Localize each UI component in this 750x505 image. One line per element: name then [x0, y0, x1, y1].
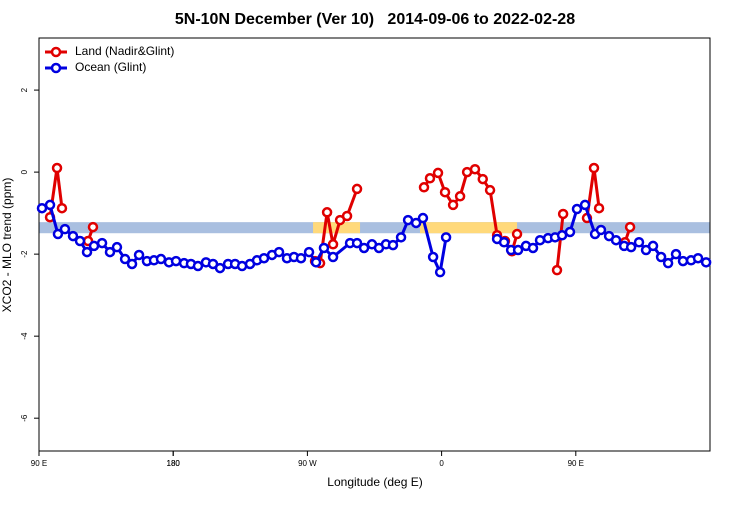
x-axis-label: Longitude (deg E) [327, 475, 422, 489]
data-point [258, 252, 270, 264]
y-tick-label: 2 [20, 87, 29, 92]
data-point [511, 228, 523, 240]
data-point [595, 224, 607, 236]
data-point [44, 199, 56, 211]
data-point [358, 242, 370, 254]
data-point [498, 236, 510, 248]
data-point [624, 221, 636, 233]
data-point [88, 240, 100, 252]
data-point [579, 199, 591, 211]
data-point [318, 242, 330, 254]
data-point [417, 212, 429, 224]
x-tick-label: 90 W [298, 459, 317, 468]
data-point [469, 163, 481, 175]
data-point [633, 236, 645, 248]
data-point [551, 264, 563, 276]
data-point [410, 217, 422, 229]
data-point [677, 255, 689, 267]
data-point [51, 162, 63, 174]
x-tick-label: 90 E [568, 459, 584, 468]
data-point [36, 202, 48, 214]
data-point [52, 228, 64, 240]
data-point [670, 248, 682, 260]
data-point [424, 173, 436, 184]
data-point [96, 237, 108, 249]
data-point [447, 199, 459, 211]
data-point [192, 260, 204, 272]
x-tick-label: 180 [167, 459, 181, 468]
data-point [625, 241, 637, 253]
data-point [571, 203, 583, 215]
data-point [454, 191, 466, 202]
data-point [662, 257, 674, 269]
data-point [588, 162, 600, 174]
data-point [402, 214, 414, 226]
data-point [87, 221, 99, 233]
y-tick-label: 0 [20, 169, 29, 174]
y-tick-label: -4 [20, 332, 29, 340]
ocean-band [39, 222, 710, 234]
data-point [527, 242, 539, 254]
legend-label: Ocean (Glint) [75, 60, 146, 74]
data-point [593, 202, 605, 214]
data-point [610, 234, 622, 246]
legend-marker [50, 62, 62, 74]
data-point [273, 246, 285, 258]
data-point [321, 207, 333, 218]
data-point [351, 183, 363, 195]
data-point [67, 230, 79, 242]
data-point [155, 253, 167, 265]
data-point [534, 234, 546, 246]
data-point [295, 252, 307, 264]
data-point [81, 246, 93, 258]
data-point [427, 251, 439, 263]
data-point [512, 244, 524, 256]
data-point [119, 253, 131, 265]
data-point [111, 241, 123, 253]
data-point [327, 251, 339, 263]
data-point [214, 262, 226, 274]
y-tick-label: -2 [20, 250, 29, 258]
data-point [700, 257, 712, 268]
data-point [484, 184, 496, 196]
x-tick-label: 0 [439, 459, 444, 468]
data-point [303, 246, 315, 258]
legend-label: Land (Nadir&Glint) [75, 44, 174, 58]
x-tick-label: 90 E [31, 459, 47, 468]
x-tick-label: 180 [167, 459, 181, 468]
data-point [327, 239, 339, 250]
data-point [655, 251, 667, 263]
data-point [432, 167, 444, 179]
data-point [477, 173, 489, 185]
data-point [351, 237, 363, 249]
legend: Land (Nadir&Glint) Ocean (Glint) [45, 44, 174, 74]
data-point [439, 186, 451, 198]
data-point [133, 249, 145, 261]
data-point [395, 232, 407, 243]
data-point [56, 202, 68, 214]
data-point [434, 266, 446, 278]
data-point [104, 246, 116, 258]
data-point [564, 226, 576, 238]
data-point [387, 239, 399, 251]
chart-title: 5N-10N December (Ver 10) 2014-09-06 to 2… [175, 11, 575, 28]
plot-frame [38, 37, 711, 452]
data-point [440, 232, 452, 243]
data-point [310, 257, 322, 268]
data-point [692, 252, 704, 264]
y-tick-label: -6 [20, 414, 29, 422]
y-axis-label: XCO2 - MLO trend (ppm) [0, 178, 14, 313]
land-band [419, 222, 518, 234]
data-point [557, 208, 569, 220]
data-point [59, 223, 71, 235]
data-point [74, 235, 86, 247]
legend-marker [50, 46, 62, 58]
data-point [170, 255, 182, 267]
data-point [341, 210, 353, 222]
data-point [647, 240, 659, 252]
data-point [126, 258, 138, 270]
data-point [418, 182, 430, 193]
